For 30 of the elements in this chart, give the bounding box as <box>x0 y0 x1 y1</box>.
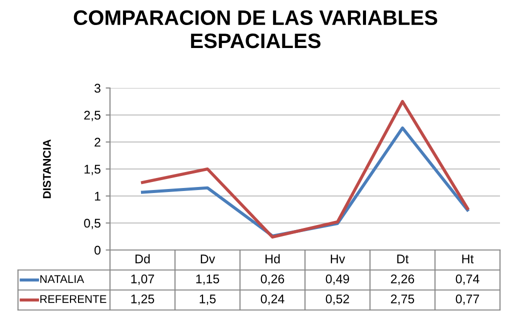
y-tick-label: 0,5 <box>84 218 100 230</box>
data-label: 0,77 <box>456 294 480 305</box>
data-label: 0,52 <box>326 294 350 305</box>
data-label: 2,26 <box>390 274 414 285</box>
y-tick-label: 1 <box>94 192 100 201</box>
y-axis-title: DISTANCIA <box>42 139 51 198</box>
legend-label: REFERENTE <box>40 295 106 303</box>
x-tick-label: Dv <box>200 254 216 264</box>
y-tick-label: 3 <box>94 84 100 93</box>
line-series <box>140 100 470 239</box>
chart-title: COMPARACION DE LAS VARIABLES ESPACIALES <box>74 10 438 48</box>
y-tick-label: 0 <box>94 246 100 255</box>
x-tick-label: Ht <box>462 254 474 264</box>
x-tick-label: Dd <box>136 254 150 264</box>
data-label: 1,07 <box>131 274 154 285</box>
data-label: 1,25 <box>131 294 154 305</box>
legend-label: NATALIA <box>40 275 84 283</box>
x-tick-label: Dt <box>397 254 409 264</box>
data-label: 1,15 <box>196 274 220 285</box>
data-label: 0,24 <box>260 294 284 305</box>
y-tick-label: 2 <box>94 138 100 147</box>
x-tick-label: Hv <box>330 254 346 264</box>
data-label: 2,75 <box>390 294 414 305</box>
x-tick-label: Hd <box>266 254 280 264</box>
data-label: 1,5 <box>200 294 216 305</box>
data-label: 0,26 <box>260 274 284 285</box>
y-tick-label: 1,5 <box>84 164 100 176</box>
data-label: 0,49 <box>326 274 350 285</box>
y-tick-label: 2,5 <box>84 110 100 122</box>
data-label: 0,74 <box>456 274 480 285</box>
